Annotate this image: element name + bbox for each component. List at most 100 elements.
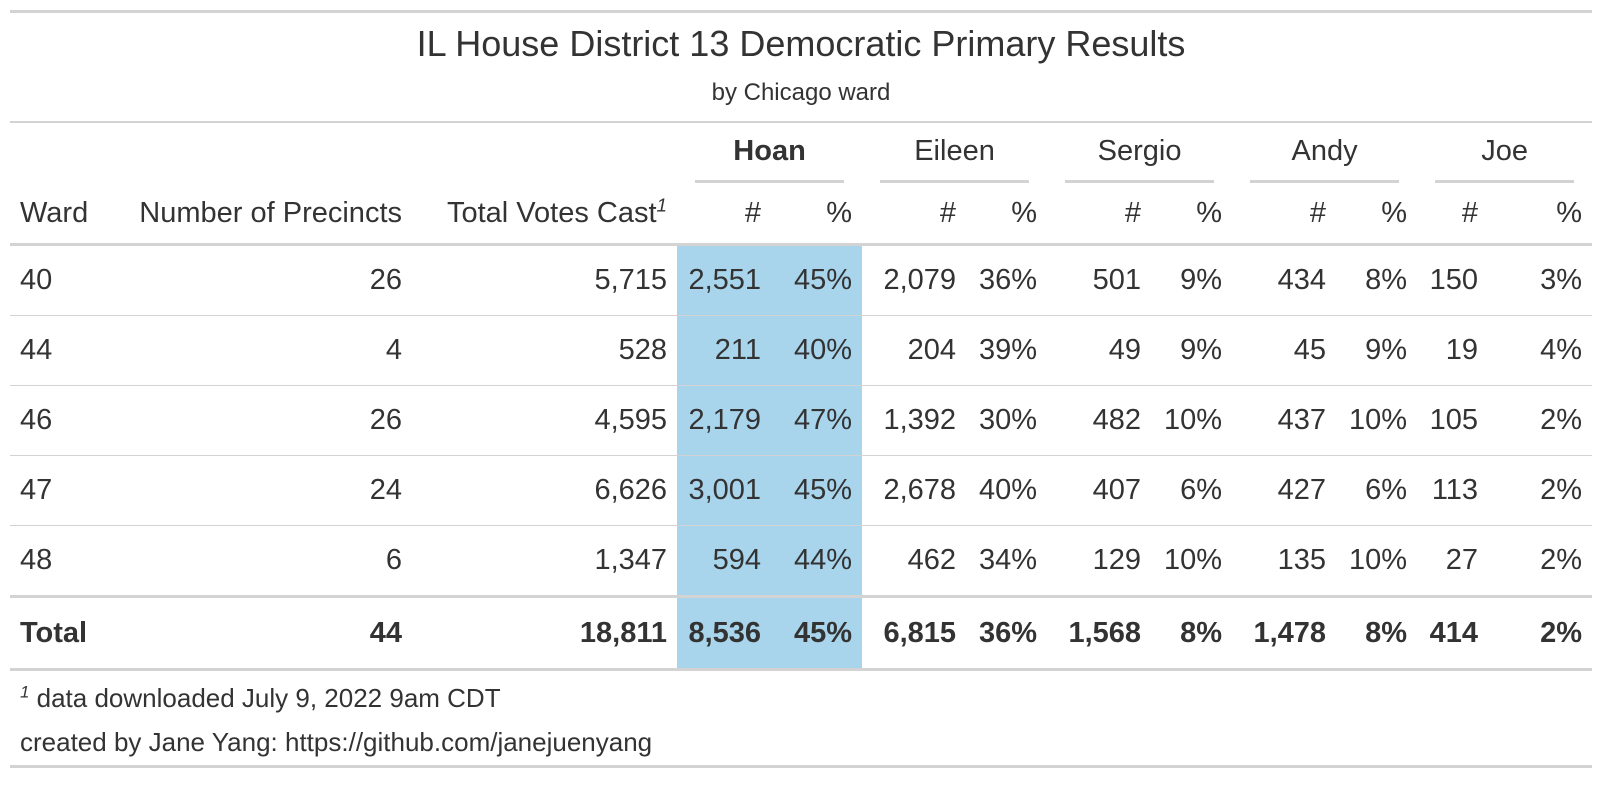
cell-precincts: 26 <box>105 244 412 316</box>
credit-line: created by Jane Yang: https://github.com… <box>20 727 653 757</box>
cell-hoan-count: 2,551 <box>677 244 772 316</box>
table-title: IL House District 13 Democratic Primary … <box>416 23 1186 64</box>
cell-joe-pct: 3% <box>1488 244 1593 316</box>
cell-sergio-pct: 9% <box>1151 244 1233 316</box>
cell-sergio-count: 482 <box>1047 385 1152 456</box>
footnote-mark: 1 <box>656 193 668 215</box>
col-pct: % <box>966 183 1048 246</box>
cell-joe-pct: 2% <box>1488 385 1593 456</box>
total-sergio-count: 1,568 <box>1047 595 1152 671</box>
total-precincts: 44 <box>105 595 412 671</box>
cell-eileen-pct: 30% <box>966 385 1048 456</box>
total-andy-count: 1,478 <box>1232 595 1337 671</box>
cell-andy-count: 427 <box>1232 455 1337 526</box>
table-row: 40 26 5,715 2,551 45% 2,079 36% 501 9% 4… <box>10 244 1593 316</box>
cell-joe-count: 150 <box>1417 244 1489 316</box>
cell-hoan-pct: 47% <box>771 385 863 456</box>
cell-andy-count: 135 <box>1277 544 1327 576</box>
cell-total-votes: 1,347 <box>594 544 668 576</box>
total-label: Total <box>10 595 105 671</box>
table-subtitle: by Chicago ward <box>711 79 891 106</box>
total-hoan-count: 8,536 <box>677 595 772 671</box>
cell-sergio-pct: 10% <box>1151 385 1233 456</box>
cell-joe-count: 27 <box>1445 544 1479 576</box>
cell-sergio-pct: 9% <box>1151 315 1233 386</box>
cell-hoan-pct: 45% <box>771 455 863 526</box>
col-pct: % <box>1488 183 1593 246</box>
cell-hoan-pct: 44% <box>771 525 863 597</box>
cell-joe-pct: 4% <box>1488 315 1593 386</box>
footnote-mark: 1 <box>20 682 30 702</box>
cell-hoan-pct: 45% <box>771 244 863 316</box>
spanner-label: Joe <box>1435 136 1575 183</box>
cell-ward: 40 <box>10 244 105 316</box>
total-eileen-count: 6,815 <box>862 595 967 671</box>
cell-total-votes: 6,626 <box>412 455 678 526</box>
cell-hoan-count: 594 <box>677 525 772 597</box>
total-votes: 18,811 <box>412 595 678 671</box>
cell-eileen-count: 2,079 <box>862 244 967 316</box>
col-pct: % <box>1151 183 1233 246</box>
cell-hoan-count: 211 <box>677 315 772 386</box>
spanner-eileen: Eileen <box>862 123 1047 183</box>
total-sergio-pct: 8% <box>1151 595 1233 671</box>
cell-joe-count: 19 <box>1417 315 1489 386</box>
cell-andy-count: 437 <box>1232 385 1337 456</box>
cell-total-votes: 528 <box>412 315 678 386</box>
cell-hoan-count: 2,179 <box>677 385 772 456</box>
cell-eileen-pct: 36% <box>966 244 1048 316</box>
spanner-sergio: Sergio <box>1047 123 1232 183</box>
col-ward: Ward <box>10 183 105 246</box>
grand-total-section: Total 44 18,811 8,536 45% 6,815 36% 1,56… <box>10 595 1593 671</box>
cell-ward: 48 <box>20 544 53 576</box>
spanner-label: Andy <box>1250 136 1400 183</box>
total-joe-count: 414 <box>1417 595 1489 671</box>
col-count: # <box>1417 183 1489 246</box>
cell-andy-pct: 10% <box>1349 544 1408 576</box>
spanner-label: Hoan <box>695 136 845 183</box>
col-precincts: Number of Precincts <box>105 183 412 246</box>
cell-precincts: 6 <box>385 544 402 576</box>
cell-total-votes: 5,715 <box>412 244 678 316</box>
col-total-votes: Total Votes Cast1 <box>412 183 678 246</box>
cell-eileen-count: 1,392 <box>862 385 967 456</box>
cell-joe-pct: 2% <box>1488 455 1593 526</box>
cell-ward: 44 <box>10 315 105 386</box>
cell-eileen-count: 204 <box>862 315 967 386</box>
cell-sergio-count: 501 <box>1047 244 1152 316</box>
total-joe-pct: 2% <box>1488 595 1593 671</box>
col-count: # <box>1232 183 1337 246</box>
col-count: # <box>677 183 772 246</box>
cell-sergio-count: 49 <box>1047 315 1152 386</box>
spanner-andy: Andy <box>1232 123 1417 183</box>
table-row: 46 26 4,595 2,179 47% 1,392 30% 482 10% … <box>10 385 1593 456</box>
cell-hoan-pct: 40% <box>771 315 863 386</box>
table-row: 47 24 6,626 3,001 45% 2,678 40% 407 6% 4… <box>10 455 1593 526</box>
cell-eileen-count: 2,678 <box>862 455 967 526</box>
col-pct: % <box>771 183 863 246</box>
cell-andy-pct: 6% <box>1336 455 1418 526</box>
cell-eileen-pct: 34% <box>978 544 1038 576</box>
cell-sergio-count: 407 <box>1047 455 1152 526</box>
cell-andy-count: 434 <box>1232 244 1337 316</box>
col-pct: % <box>1336 183 1418 246</box>
spanner-joe: Joe <box>1417 123 1592 183</box>
total-eileen-pct: 36% <box>966 595 1048 671</box>
cell-eileen-count: 462 <box>907 544 957 576</box>
table-body: 40 26 5,715 2,551 45% 2,079 36% 501 9% 4… <box>10 244 1593 597</box>
cell-eileen-pct: 40% <box>966 455 1048 526</box>
cell-sergio-count: 129 <box>1092 544 1142 576</box>
total-andy-pct: 8% <box>1336 595 1418 671</box>
cell-precincts: 26 <box>105 385 412 456</box>
cell-sergio-pct: 6% <box>1151 455 1233 526</box>
spanner-label: Sergio <box>1065 136 1215 183</box>
spanner-blank <box>10 123 677 183</box>
grand-total-row: Total 44 18,811 8,536 45% 6,815 36% 1,56… <box>10 595 1593 671</box>
cell-eileen-pct: 39% <box>966 315 1048 386</box>
footnote-text: data downloaded July 9, 2022 9am CDT <box>36 683 501 713</box>
top-rule <box>10 10 1592 13</box>
cell-andy-pct: 9% <box>1336 315 1418 386</box>
cell-ward: 47 <box>10 455 105 526</box>
col-count: # <box>1047 183 1152 246</box>
